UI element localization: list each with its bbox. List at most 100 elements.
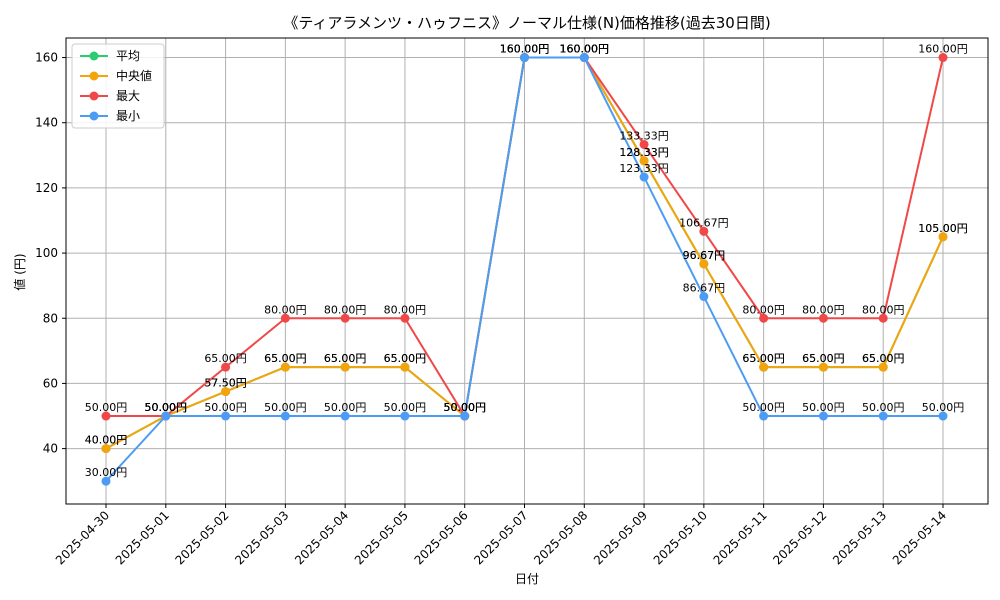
y-tick-label: 160	[35, 51, 58, 65]
data-label-3: 50.00円	[742, 401, 785, 414]
data-label-3: 50.00円	[264, 401, 307, 414]
data-label-1: 96.67円	[683, 249, 726, 262]
data-label-2: 133.33円	[619, 129, 669, 142]
y-tick-label: 40	[43, 442, 58, 456]
data-point-3	[818, 411, 828, 421]
data-point-1	[878, 362, 888, 372]
data-point-3	[340, 411, 350, 421]
data-point-3	[938, 411, 948, 421]
data-label-3: 86.67円	[683, 282, 726, 295]
data-point-3	[759, 411, 769, 421]
data-point-3	[878, 411, 888, 421]
data-label-3: 50.00円	[324, 401, 367, 414]
legend-marker-0	[89, 51, 99, 61]
data-label-3: 50.00円	[922, 401, 965, 414]
data-point-3	[639, 172, 649, 182]
legend-box	[71, 43, 165, 129]
data-label-3: 160.00円	[500, 43, 550, 56]
data-label-1: 50.00円	[443, 401, 486, 414]
legend-entry-0: 平均	[116, 49, 140, 63]
data-label-1: 65.00円	[802, 352, 845, 365]
data-label-0: 96.67円	[683, 249, 726, 262]
data-point-1	[699, 259, 709, 269]
data-label-2: 50.00円	[85, 401, 128, 414]
data-label-2: 80.00円	[264, 303, 307, 316]
data-label-0: 65.00円	[384, 352, 427, 365]
y-tick-label: 120	[35, 181, 58, 195]
data-label-3: 160.00円	[560, 43, 610, 56]
legend-entry-2: 最大	[116, 89, 140, 103]
data-label-1: 65.00円	[264, 352, 307, 365]
data-label-1: 65.00円	[324, 352, 367, 365]
data-point-3	[460, 411, 470, 421]
chart-title: 《ティアラメンツ・ハゥフニス》ノーマル仕様(N)価格推移(過去30日間)	[283, 14, 770, 32]
data-label-1: 160.00円	[560, 43, 610, 56]
series-lines	[101, 53, 948, 486]
data-label-3: 50.00円	[204, 401, 247, 414]
data-label-3: 50.00円	[862, 401, 905, 414]
grid	[66, 38, 988, 504]
data-point-3	[520, 53, 529, 63]
data-point-1	[639, 156, 649, 166]
data-point-1	[759, 362, 769, 372]
data-label-2: 160.00円	[560, 43, 610, 56]
y-tick-label: 100	[35, 246, 58, 260]
x-axis-label: 日付	[515, 572, 539, 586]
data-label-3: 50.00円	[145, 401, 188, 414]
data-point-1	[400, 362, 410, 372]
data-label-1: 160.00円	[500, 43, 550, 56]
data-point-3	[280, 411, 290, 421]
data-label-0: 50.00円	[145, 401, 188, 414]
data-label-1: 50.00円	[145, 401, 188, 414]
data-point-3	[579, 53, 589, 63]
data-label-0: 160.00円	[500, 43, 550, 56]
data-label-2: 50.00円	[443, 401, 486, 414]
data-label-1: 128.33円	[619, 146, 669, 159]
data-label-0: 65.00円	[742, 352, 785, 365]
data-label-3: 50.00円	[443, 401, 486, 414]
data-label-0: 105.00円	[918, 222, 968, 235]
data-label-1: 65.00円	[862, 352, 905, 365]
data-point-1	[938, 232, 948, 242]
data-label-1: 105.00円	[918, 222, 968, 235]
y-axis-label: 値 (円)	[12, 253, 27, 290]
data-label-2: 80.00円	[742, 303, 785, 316]
data-point-3	[221, 411, 231, 421]
data-label-2: 80.00円	[802, 303, 845, 316]
data-label-0: 57.50円	[204, 377, 247, 390]
data-point-1	[101, 444, 111, 454]
legend-entry-1: 中央値	[116, 68, 152, 83]
data-point-2	[340, 313, 350, 323]
y-tick-label: 140	[35, 116, 58, 130]
data-label-2: 80.00円	[324, 303, 367, 316]
y-axis: 40 60 80 100 120 140 160	[35, 51, 66, 456]
data-point-1	[280, 362, 290, 372]
data-label-1: 65.00円	[742, 352, 785, 365]
data-point-1	[340, 362, 350, 372]
data-point-2	[938, 53, 948, 63]
data-label-3: 50.00円	[802, 401, 845, 414]
data-label-2: 80.00円	[384, 303, 427, 316]
data-label-3: 123.33円	[619, 162, 669, 175]
legend-marker-1	[89, 71, 99, 81]
data-point-3	[699, 292, 709, 302]
data-point-2	[101, 411, 111, 421]
data-labels: 40.00円 50.00円 57.50円 65.00円 65.00円 65.00円 50.0…	[85, 43, 968, 480]
data-point-2	[639, 139, 649, 149]
data-label-2: 106.67円	[679, 216, 729, 229]
data-label-0: 50.00円	[443, 401, 486, 414]
data-label-2: 160.00円	[918, 43, 968, 56]
data-point-3	[161, 411, 171, 421]
data-label-0: 65.00円	[324, 352, 367, 365]
data-label-2: 65.00円	[204, 352, 247, 365]
data-label-2: 50.00円	[145, 401, 188, 414]
data-label-2: 160.00円	[500, 43, 550, 56]
data-point-2	[878, 313, 888, 323]
data-label-3: 50.00円	[384, 401, 427, 414]
data-label-1: 65.00円	[384, 352, 427, 365]
y-tick-label: 80	[43, 311, 58, 325]
data-point-3	[400, 411, 410, 421]
data-point-1	[221, 387, 231, 397]
